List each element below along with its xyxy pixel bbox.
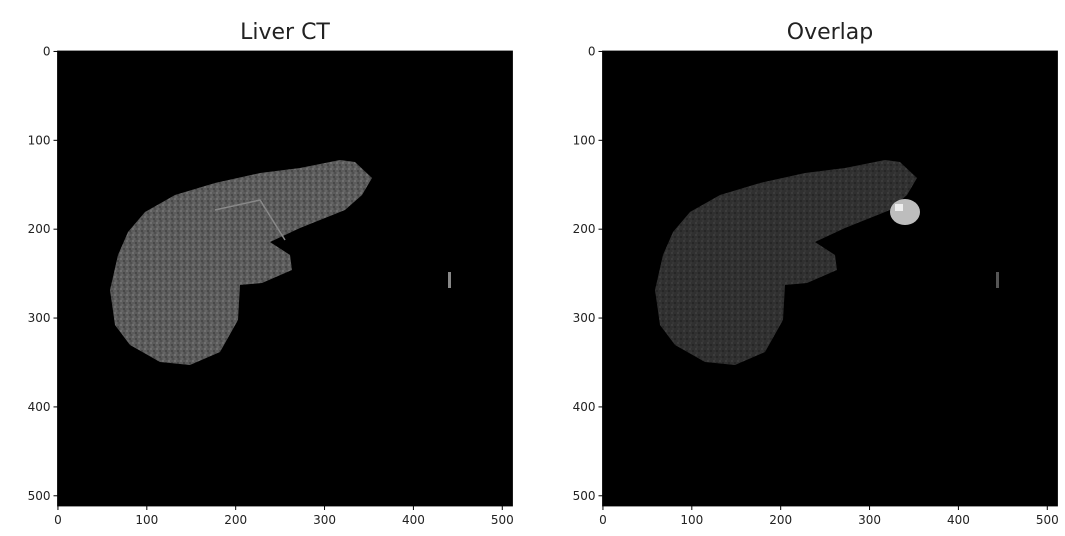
x-tick-label: 200 [224,513,247,527]
y-tick-label: 200 [28,222,51,236]
chart-title: Liver CT [240,20,330,45]
y-tick-label: 500 [28,489,51,503]
y-tick-label: 200 [573,222,596,236]
artifact [996,272,999,288]
axes [57,51,513,506]
x-tick-label: 0 [599,513,607,527]
y-tick-label: 400 [573,400,596,414]
x-tick-label: 200 [769,513,792,527]
y-tick-label: 0 [588,44,596,58]
x-tick-label: 500 [491,513,514,527]
axes-frame [57,50,513,507]
x-tick-label: 0 [54,513,62,527]
chart-title: Overlap [787,20,873,45]
x-tick-label: 500 [1036,513,1059,527]
y-tick-label: 100 [28,133,51,147]
axes [602,51,1058,506]
y-tick-label: 0 [43,44,51,58]
tumor-overlay [890,199,920,225]
axes-frame [602,50,1058,507]
y-tick-label: 500 [573,489,596,503]
x-tick-label: 300 [313,513,336,527]
x-tick-label: 400 [947,513,970,527]
vessel [214,199,286,241]
y-tick-label: 300 [573,311,596,325]
x-tick-label: 100 [680,513,703,527]
x-tick-label: 300 [858,513,881,527]
y-tick-label: 100 [573,133,596,147]
y-tick-label: 400 [28,400,51,414]
tumor-highlight [895,204,903,211]
artifact [448,272,451,288]
x-tick-label: 400 [402,513,425,527]
x-tick-label: 100 [135,513,158,527]
y-tick-label: 300 [28,311,51,325]
